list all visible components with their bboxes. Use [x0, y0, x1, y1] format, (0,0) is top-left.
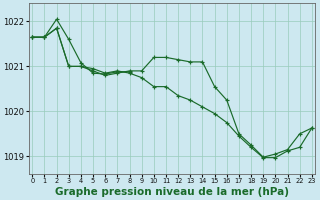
X-axis label: Graphe pression niveau de la mer (hPa): Graphe pression niveau de la mer (hPa)	[55, 187, 289, 197]
